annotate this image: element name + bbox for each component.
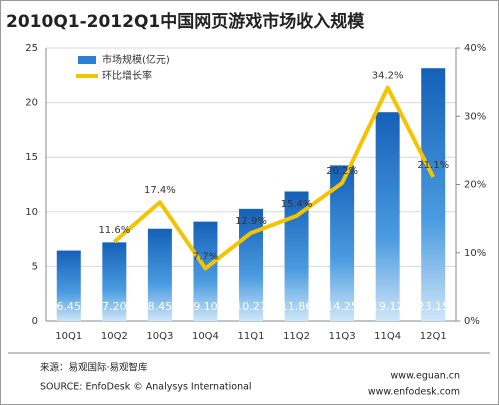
legend-swatch — [78, 56, 96, 64]
source: 来源：易观国际·易观智库 — [40, 362, 148, 374]
bar — [421, 68, 446, 322]
bar-label: 14.25 — [326, 300, 358, 313]
line-label: 11.6% — [98, 225, 130, 236]
line-label: 7.7% — [193, 251, 218, 262]
y2-tick-label: 20% — [464, 180, 486, 191]
legend-label: 环比增长率 — [102, 69, 152, 82]
line-label: 12.9% — [235, 216, 267, 227]
website: www.eguan.cn — [391, 371, 460, 382]
bar-label: 11.86 — [281, 300, 313, 313]
bar-label: 23.15 — [417, 300, 449, 313]
line-label: 17.4% — [144, 185, 176, 196]
x-tick-label: 10Q4 — [192, 331, 219, 342]
x-tick-label: 11Q3 — [329, 331, 356, 342]
legend-label: 市场规模(亿元) — [102, 53, 170, 66]
x-tick-label: 11Q4 — [374, 331, 401, 342]
line — [113, 85, 436, 271]
source: SOURCE: EnfoDesk © Analysys Internationa… — [40, 382, 252, 393]
y-tick-label: 15 — [25, 152, 38, 163]
y2-tick-label: 10% — [464, 248, 486, 259]
y-tick-label: 0 — [32, 316, 38, 327]
bar — [147, 228, 172, 321]
y-tick-label: 5 — [32, 261, 38, 272]
y-tick-label: 20 — [25, 98, 38, 109]
line-label: 34.2% — [372, 71, 404, 82]
bar-label: 8.45 — [148, 300, 173, 313]
bar — [193, 221, 218, 321]
y2-tick-label: 30% — [464, 111, 486, 122]
x-tick-label: 12Q1 — [420, 331, 447, 342]
bar — [102, 242, 127, 321]
bar-label: 7.20 — [102, 300, 127, 313]
x-tick-label: 10Q1 — [55, 331, 82, 342]
chart-title: 2010Q1-2012Q1中国网页游戏市场收入规模 — [6, 11, 365, 32]
bar-label: 10.27 — [235, 300, 267, 313]
y2-tick-label: 0% — [464, 316, 480, 327]
y2-tick-label: 40% — [464, 43, 486, 54]
line-label: 21.1% — [417, 160, 449, 171]
y-tick-label: 10 — [25, 207, 38, 218]
bar — [239, 208, 263, 321]
x-tick-label: 11Q1 — [238, 331, 265, 342]
website: www.enfodesk.com — [368, 387, 460, 398]
bar-label: 6.45 — [57, 300, 82, 313]
line-label: 15.4% — [281, 199, 313, 210]
x-tick-label: 11Q2 — [283, 331, 310, 342]
bar — [284, 191, 309, 321]
bar-label: 9.10 — [193, 300, 218, 313]
bar — [56, 250, 81, 321]
line-label: 20.2% — [326, 166, 358, 177]
bar-label: 19.12 — [372, 300, 404, 313]
x-tick-label: 10Q2 — [101, 331, 128, 342]
y-tick-label: 25 — [25, 43, 38, 54]
x-tick-label: 10Q3 — [146, 331, 173, 342]
bar — [375, 112, 400, 322]
